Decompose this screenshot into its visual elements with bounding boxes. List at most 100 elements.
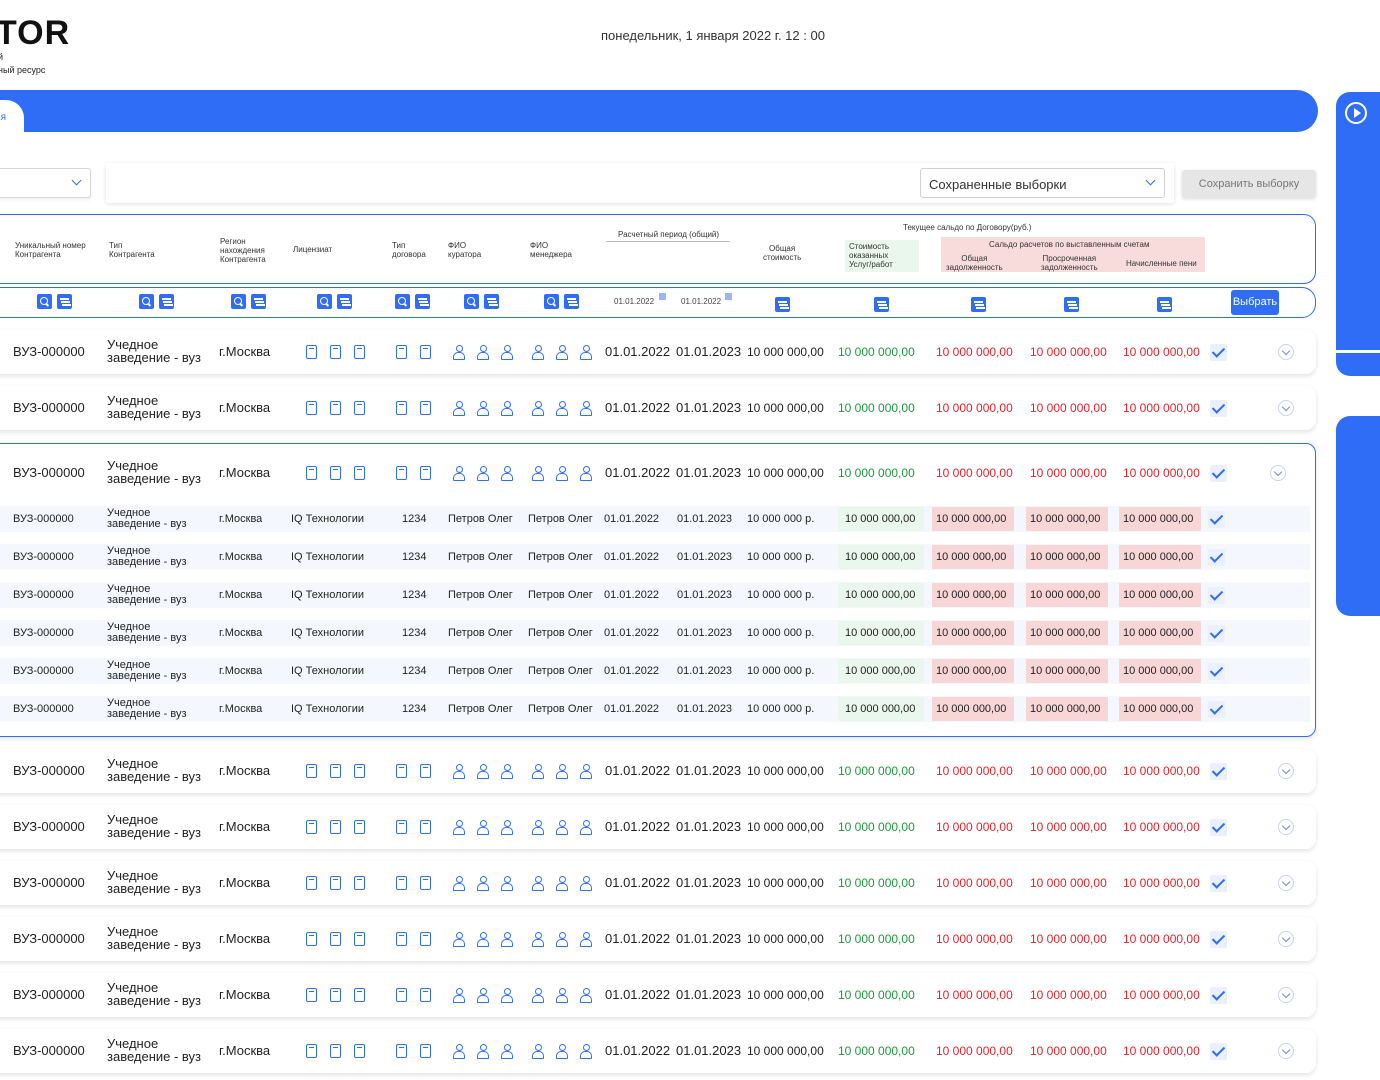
person-icon[interactable] <box>452 876 466 891</box>
person-icon[interactable] <box>452 988 466 1003</box>
search-icon[interactable] <box>317 294 332 309</box>
expand-chevron-icon[interactable] <box>1278 344 1294 360</box>
person-icon[interactable] <box>500 401 514 416</box>
person-icon[interactable] <box>452 932 466 947</box>
document-icon[interactable] <box>330 988 341 1002</box>
person-icon[interactable] <box>452 764 466 779</box>
person-icon[interactable] <box>579 876 593 891</box>
document-icon[interactable] <box>330 820 341 834</box>
person-icon[interactable] <box>452 820 466 835</box>
person-icon[interactable] <box>452 1044 466 1059</box>
person-icon[interactable] <box>531 988 545 1003</box>
document-icon[interactable] <box>396 876 407 890</box>
document-icon[interactable] <box>306 401 317 415</box>
person-icon[interactable] <box>579 466 593 481</box>
search-icon[interactable] <box>544 294 559 309</box>
select-checkbox[interactable] <box>1208 587 1225 604</box>
calendar-icon[interactable] <box>659 293 666 300</box>
person-icon[interactable] <box>452 466 466 481</box>
select-checkbox[interactable] <box>1210 400 1227 417</box>
select-checkbox[interactable] <box>1208 549 1225 566</box>
search-icon[interactable] <box>464 294 479 309</box>
search-icon[interactable] <box>395 294 410 309</box>
document-icon[interactable] <box>420 764 431 778</box>
table-row[interactable] <box>0 861 1316 905</box>
person-icon[interactable] <box>452 345 466 360</box>
filter-icon[interactable] <box>971 297 986 312</box>
expand-chevron-icon[interactable] <box>1270 465 1286 481</box>
select-checkbox[interactable] <box>1208 625 1225 642</box>
person-icon[interactable] <box>579 1044 593 1059</box>
person-icon[interactable] <box>579 988 593 1003</box>
person-icon[interactable] <box>500 988 514 1003</box>
document-icon[interactable] <box>330 345 341 359</box>
table-row[interactable] <box>0 330 1316 374</box>
person-icon[interactable] <box>476 932 490 947</box>
person-icon[interactable] <box>500 1044 514 1059</box>
person-icon[interactable] <box>555 764 569 779</box>
play-icon[interactable] <box>1345 102 1367 124</box>
document-icon[interactable] <box>306 1044 317 1058</box>
filter-icon[interactable] <box>57 294 72 309</box>
person-icon[interactable] <box>555 988 569 1003</box>
filter-icon[interactable] <box>251 294 266 309</box>
table-row[interactable] <box>0 917 1316 961</box>
person-icon[interactable] <box>555 401 569 416</box>
expand-chevron-icon[interactable] <box>1278 1043 1294 1059</box>
expand-chevron-icon[interactable] <box>1278 931 1294 947</box>
search-icon[interactable] <box>231 294 246 309</box>
person-icon[interactable] <box>555 466 569 481</box>
document-icon[interactable] <box>420 876 431 890</box>
filter-icon[interactable] <box>874 297 889 312</box>
document-icon[interactable] <box>330 876 341 890</box>
document-icon[interactable] <box>396 820 407 834</box>
filter-icon[interactable] <box>1157 297 1172 312</box>
person-icon[interactable] <box>531 466 545 481</box>
person-icon[interactable] <box>500 820 514 835</box>
table-row[interactable] <box>0 973 1316 1017</box>
document-icon[interactable] <box>354 1044 365 1058</box>
document-icon[interactable] <box>306 764 317 778</box>
document-icon[interactable] <box>396 1044 407 1058</box>
expand-chevron-icon[interactable] <box>1278 819 1294 835</box>
person-icon[interactable] <box>476 820 490 835</box>
person-icon[interactable] <box>500 466 514 481</box>
table-row[interactable] <box>0 749 1316 793</box>
table-row[interactable] <box>0 805 1316 849</box>
person-icon[interactable] <box>476 764 490 779</box>
date-from-input[interactable]: 01.01.2022 <box>614 297 655 306</box>
expand-chevron-icon[interactable] <box>1278 875 1294 891</box>
document-icon[interactable] <box>420 345 431 359</box>
document-icon[interactable] <box>396 764 407 778</box>
date-to-input[interactable]: 01.01.2022 <box>681 297 722 306</box>
document-icon[interactable] <box>354 988 365 1002</box>
person-icon[interactable] <box>452 401 466 416</box>
person-icon[interactable] <box>500 764 514 779</box>
document-icon[interactable] <box>396 401 407 415</box>
person-icon[interactable] <box>500 345 514 360</box>
person-icon[interactable] <box>531 401 545 416</box>
document-icon[interactable] <box>420 1044 431 1058</box>
person-icon[interactable] <box>476 988 490 1003</box>
document-icon[interactable] <box>420 820 431 834</box>
calendar-icon[interactable] <box>725 293 732 300</box>
document-icon[interactable] <box>420 932 431 946</box>
select-checkbox[interactable] <box>1210 819 1227 836</box>
choose-button[interactable]: Выбрать <box>1231 290 1279 315</box>
document-icon[interactable] <box>354 764 365 778</box>
document-icon[interactable] <box>330 466 341 480</box>
select-checkbox[interactable] <box>1210 875 1227 892</box>
person-icon[interactable] <box>531 345 545 360</box>
document-icon[interactable] <box>306 466 317 480</box>
person-icon[interactable] <box>531 1044 545 1059</box>
person-icon[interactable] <box>476 466 490 481</box>
filter-dropdown[interactable] <box>0 168 91 198</box>
expand-chevron-icon[interactable] <box>1278 987 1294 1003</box>
document-icon[interactable] <box>354 466 365 480</box>
document-icon[interactable] <box>354 401 365 415</box>
select-checkbox[interactable] <box>1210 465 1227 482</box>
filter-icon[interactable] <box>159 294 174 309</box>
person-icon[interactable] <box>555 1044 569 1059</box>
person-icon[interactable] <box>579 764 593 779</box>
select-checkbox[interactable] <box>1210 987 1227 1004</box>
